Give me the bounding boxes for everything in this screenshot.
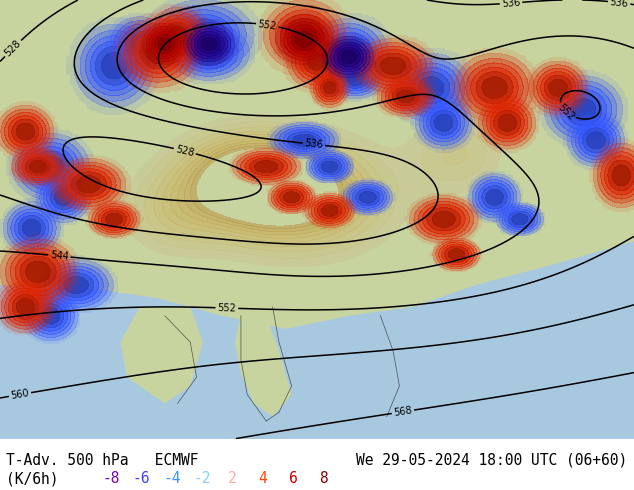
Text: 8: 8	[320, 471, 328, 486]
Text: 4: 4	[259, 471, 268, 486]
Text: 552: 552	[556, 102, 576, 122]
Polygon shape	[235, 316, 292, 416]
Text: 2: 2	[228, 471, 237, 486]
Text: -6: -6	[133, 471, 150, 486]
Text: -8: -8	[102, 471, 120, 486]
Text: (K/6h): (K/6h)	[6, 471, 59, 486]
Text: 552: 552	[257, 19, 278, 31]
Text: 552: 552	[217, 303, 236, 313]
Text: 544: 544	[49, 250, 69, 262]
Polygon shape	[0, 0, 634, 439]
Text: 528: 528	[3, 38, 23, 58]
Text: 536: 536	[304, 138, 323, 150]
Text: 536: 536	[609, 0, 629, 9]
Text: 560: 560	[10, 388, 30, 401]
Text: 6: 6	[289, 471, 298, 486]
Polygon shape	[0, 0, 634, 329]
Text: -2: -2	[193, 471, 211, 486]
Text: -4: -4	[163, 471, 181, 486]
Text: T-Adv. 500 hPa   ECMWF: T-Adv. 500 hPa ECMWF	[6, 453, 199, 468]
Text: 568: 568	[393, 405, 413, 418]
Text: We 29-05-2024 18:00 UTC (06+60): We 29-05-2024 18:00 UTC (06+60)	[356, 453, 628, 468]
Polygon shape	[120, 307, 203, 403]
Text: 536: 536	[501, 0, 521, 9]
Text: 528: 528	[174, 144, 195, 158]
